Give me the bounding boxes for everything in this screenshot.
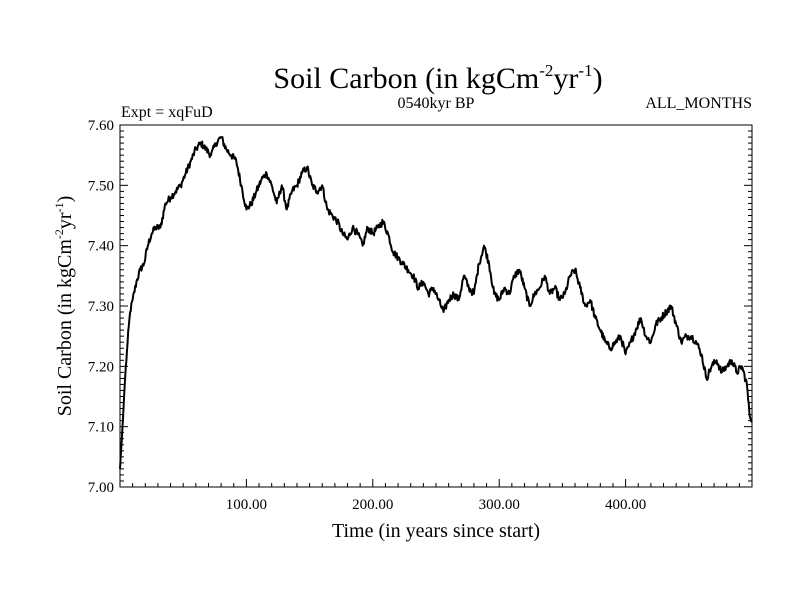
x-tick-label: 300.00 [479,497,520,513]
chart-title-superscript-2: -1 [578,61,592,80]
x-axis-ticks: 100.00 200.00 300.00 400.00 [132,479,740,513]
x-tick-label: 400.00 [605,497,646,513]
y-axis-title-middle: yr [54,212,76,229]
y-axis-title-prefix: Soil Carbon (in kgCm [54,239,76,417]
y-axis-ticks: 7.00 7.10 7.20 7.30 7.40 7.50 7.60 [88,118,752,496]
y-tick-label: 7.50 [88,178,114,194]
x-tick-label: 100.00 [226,497,267,513]
plot-frame [119,124,753,488]
chart-title: Soil Carbon (in kgCm-2yr-1) [273,61,602,95]
chart-title-prefix: Soil Carbon (in kgCm [273,62,539,95]
months-label: ALL_MONTHS [645,95,752,112]
y-tick-label: 7.30 [88,299,114,315]
y-tick-label: 7.40 [88,239,114,255]
y-tick-label: 7.00 [88,480,114,496]
y-tick-label: 7.60 [88,118,114,134]
chart-title-suffix: ) [593,62,603,95]
x-axis-title: Time (in years since start) [332,520,540,542]
x-tick-label: 200.00 [352,497,393,513]
y-tick-label: 7.10 [88,420,114,436]
y-axis-title-superscript-1: -2 [52,229,66,239]
chart-title-middle: yr [553,62,578,95]
y-axis-title-superscript-2: -1 [52,202,66,212]
y-axis-title: Soil Carbon (in kgCm-2yr-1) [52,196,76,417]
experiment-label: Expt = xqFuD [121,104,213,121]
chart-title-superscript-1: -2 [539,61,553,80]
soil-carbon-series-line [119,136,753,469]
y-axis-title-suffix: ) [54,196,76,203]
y-tick-label: 7.20 [88,359,114,375]
period-label: 0540kyr BP [398,95,475,112]
